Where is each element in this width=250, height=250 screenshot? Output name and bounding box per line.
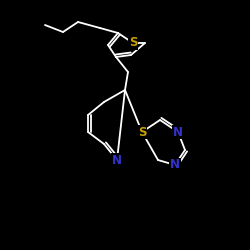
Text: N: N xyxy=(173,126,183,138)
Text: S: S xyxy=(138,126,146,138)
Text: N: N xyxy=(170,158,180,172)
Text: N: N xyxy=(112,154,122,166)
Text: S: S xyxy=(129,36,137,50)
